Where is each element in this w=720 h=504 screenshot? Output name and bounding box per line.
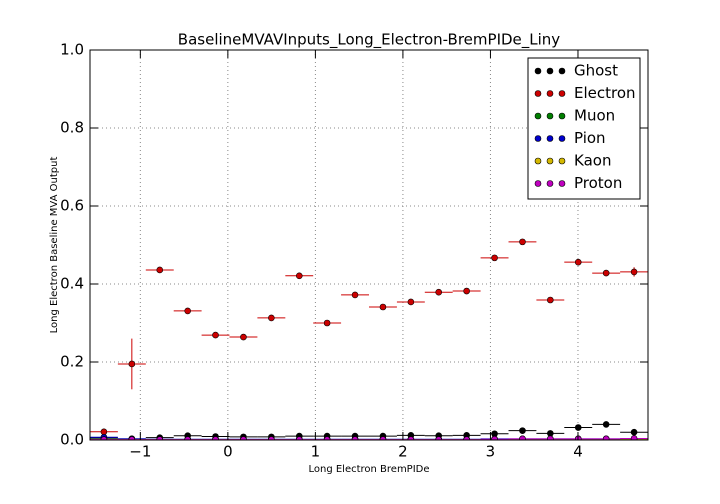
data-point	[630, 435, 638, 440]
legend-marker	[546, 135, 554, 142]
y-tick-label: 0.6	[60, 197, 84, 215]
legend-marker	[534, 67, 542, 75]
data-point	[519, 238, 526, 246]
data-point	[574, 258, 582, 266]
y-tick-label: 0.2	[60, 353, 84, 371]
data-point	[547, 435, 554, 440]
y-tick-label: 0.0	[60, 431, 84, 449]
data-point	[630, 428, 638, 436]
data-point	[212, 331, 219, 339]
data-point	[156, 266, 164, 274]
legend-marker	[534, 180, 542, 187]
y-tick-label: 0.8	[60, 119, 84, 137]
x-tick-label: 0	[223, 443, 233, 461]
data-point	[547, 430, 554, 437]
y-tick-label: 0.4	[60, 275, 84, 293]
data-point	[268, 314, 275, 322]
legend-marker	[558, 157, 566, 165]
data-point	[602, 435, 610, 440]
legend-box	[527, 57, 641, 200]
data-point	[574, 424, 582, 431]
data-point	[379, 303, 387, 311]
data-point	[630, 268, 638, 276]
legend-marker	[558, 67, 566, 75]
data-point	[491, 254, 498, 262]
data-point	[295, 272, 303, 280]
legend-marker	[558, 180, 566, 187]
x-tick-label: −1	[129, 443, 151, 461]
x-tick-label: 2	[398, 443, 408, 461]
data-point	[602, 269, 610, 277]
legend-marker	[546, 157, 554, 165]
legend-marker	[546, 180, 554, 187]
legend-marker	[546, 90, 554, 97]
data-point	[519, 435, 526, 440]
chart-title: BaselineMVAVInputs_Long_Electron-BremPID…	[178, 31, 561, 50]
y-axis-label: Long Electron Baseline MVA Output	[49, 157, 60, 334]
legend-marker	[534, 112, 542, 120]
data-point	[100, 428, 108, 436]
x-tick-label: 3	[486, 443, 496, 461]
legend-label: Kaon	[574, 152, 611, 170]
x-tick-label: 4	[573, 443, 583, 461]
legend-marker	[534, 90, 542, 97]
data-point	[519, 427, 526, 434]
data-point	[128, 360, 136, 368]
legend-marker	[534, 135, 542, 142]
legend-marker	[558, 112, 566, 120]
legend-marker	[558, 90, 566, 97]
x-axis-label: Long Electron BremPIDe	[308, 464, 429, 475]
legend-marker	[546, 67, 554, 75]
legend-marker	[534, 157, 542, 165]
x-tick-label: 1	[311, 443, 321, 461]
data-point	[184, 307, 191, 315]
data-point	[240, 333, 247, 341]
legend: Ghost Electron Muon Pion Kaon Proton	[527, 57, 641, 200]
legend-label: Proton	[574, 174, 622, 192]
y-tick-label: 1.0	[60, 41, 84, 59]
data-point	[435, 288, 443, 296]
data-point	[602, 421, 610, 428]
plot-frame	[89, 49, 649, 441]
data-point	[491, 435, 498, 440]
legend-label: Electron	[574, 84, 636, 102]
data-point	[351, 291, 359, 299]
data-point	[547, 296, 554, 304]
data-point	[323, 319, 331, 327]
data-point	[463, 287, 470, 295]
legend-label: Ghost	[574, 62, 618, 80]
legend-label: Muon	[574, 107, 615, 125]
legend-label: Pion	[574, 129, 606, 147]
data-point	[407, 298, 415, 306]
legend-marker	[558, 135, 566, 142]
legend-marker	[546, 112, 554, 120]
